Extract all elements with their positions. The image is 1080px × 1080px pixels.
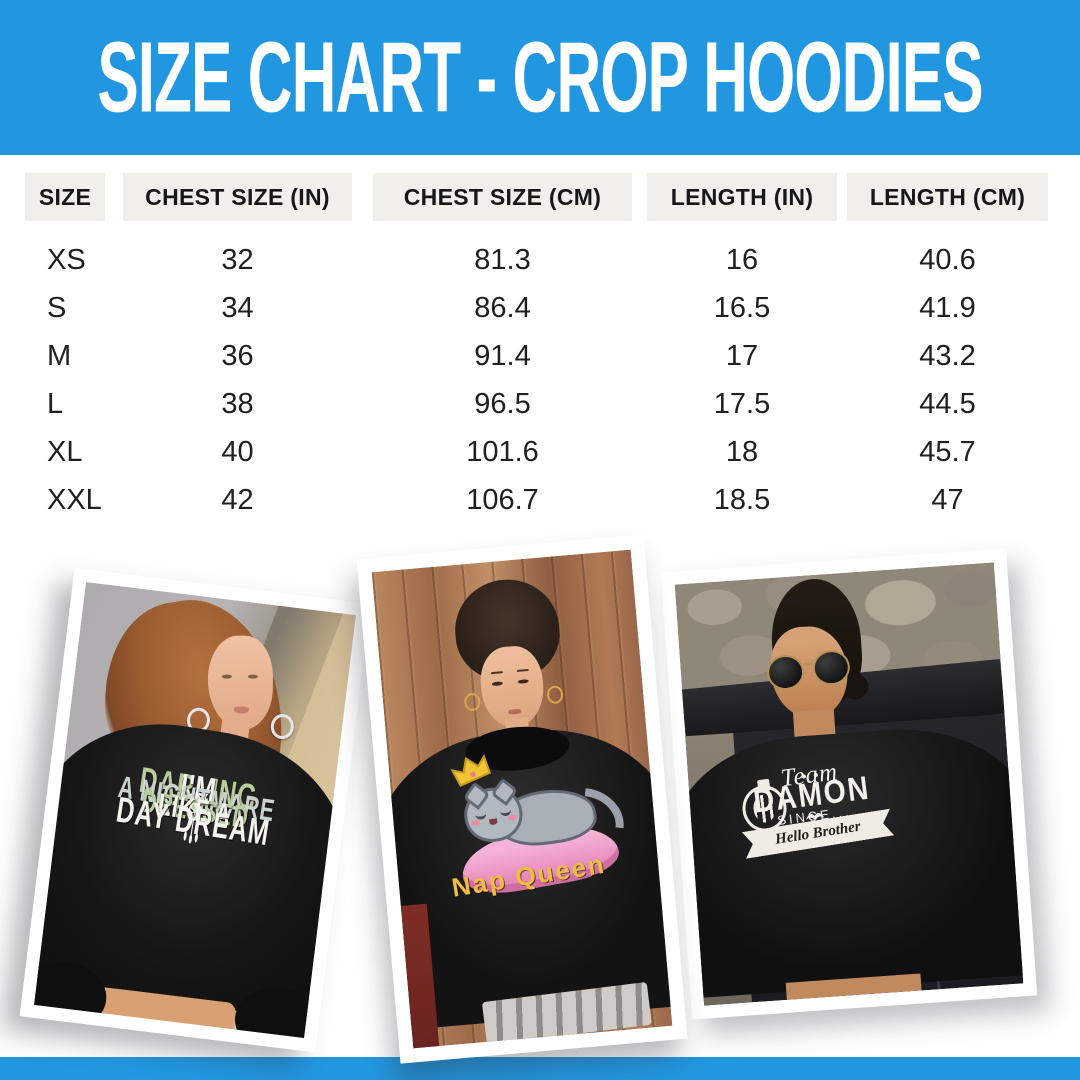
table-cell: S — [47, 292, 67, 324]
table-cell: 44.5 — [919, 388, 976, 420]
table-cell: 16.5 — [713, 292, 771, 324]
model-lips — [234, 706, 250, 714]
table-cell: 18.5 — [713, 484, 771, 516]
title-banner: SIZE CHART - CROP HOODIES — [0, 0, 1080, 155]
table-cell: 101.6 — [466, 436, 539, 468]
table-cell: 34 — [221, 292, 254, 324]
sleeping-cat-graphic — [449, 753, 628, 900]
sunglasses-lens — [765, 653, 807, 693]
table-cell: 18 — [725, 436, 759, 468]
photo-content: Team DAMON SINCE... Hello B — [674, 562, 1024, 1006]
table-cell: XS — [47, 244, 86, 276]
hoodie-print: DARLING I'M A NIGHTMARE DRESSED LIKE — [76, 759, 314, 852]
table-cell: XXL — [47, 484, 102, 516]
table-cell: 17 — [725, 340, 759, 372]
hoodie-print: Team DAMON SINCE... Hello B — [736, 759, 899, 918]
model-brow — [490, 671, 504, 675]
photo-content: Nap Queen — [371, 549, 673, 1049]
table-cell: 41.9 — [919, 292, 976, 324]
table-cell: 16 — [725, 244, 759, 276]
print-line-4: DAY DREAM — [92, 789, 295, 852]
model-eye — [491, 681, 504, 687]
table-cell: 38 — [221, 388, 254, 420]
cat-mouth — [489, 818, 498, 826]
table-cell: M — [47, 340, 72, 372]
sunglasses-lens — [811, 648, 853, 688]
column-header-chest-in: CHEST SIZE (IN) — [123, 173, 352, 221]
table-cell: 91.4 — [474, 340, 531, 372]
table-cell: L — [47, 388, 64, 420]
column-header-size: SIZE — [25, 173, 105, 221]
cat-ear — [490, 777, 519, 806]
model-face — [208, 635, 274, 730]
sunglasses-bridge — [803, 662, 813, 667]
table-cell: 40.6 — [919, 244, 976, 276]
print-line-since: SINCE... — [742, 804, 888, 828]
table-cell: 32 — [221, 244, 254, 276]
crown-icon — [450, 753, 492, 787]
table-cell: 43.2 — [919, 340, 976, 372]
photo-darling-daydream: DARLING I'M A NIGHTMARE DRESSED LIKE — [19, 567, 371, 1053]
column-header-length-cm: LENGTH (CM) — [847, 173, 1048, 221]
table-cell: 81.3 — [474, 244, 531, 276]
footer-bar — [0, 1057, 1080, 1080]
crow-icon — [805, 812, 824, 820]
photo-content: DARLING I'M A NIGHTMARE DRESSED LIKE — [34, 582, 356, 1038]
column-header-chest-cm: CHEST SIZE (CM) — [373, 173, 632, 221]
photo-team-damon: Team DAMON SINCE... Hello B — [660, 548, 1038, 1020]
table-cell: 42 — [221, 484, 254, 516]
cat-blush — [507, 814, 518, 821]
table-cell: 36 — [221, 340, 254, 372]
table-cell: 106.7 — [466, 484, 539, 516]
model-eye — [222, 675, 233, 680]
cat-closed-eye — [474, 809, 487, 821]
dreamcatcher-icon — [183, 801, 202, 844]
table-cell: 45.7 — [919, 436, 976, 468]
table-cell: 17.5 — [713, 388, 771, 420]
model-eye — [248, 675, 259, 680]
model-brow — [516, 669, 530, 673]
table-cell: 40 — [221, 436, 254, 468]
table-cell: 47 — [931, 484, 964, 516]
page-title: SIZE CHART - CROP HOODIES — [97, 20, 983, 133]
table-cell: 86.4 — [474, 292, 531, 324]
cat-blush — [471, 819, 481, 826]
family-crest-emblem — [740, 779, 852, 912]
photo-nap-queen: Nap Queen — [356, 534, 688, 1064]
table-cell: XL — [47, 436, 83, 468]
model-lips — [507, 709, 522, 716]
column-header-length-in: LENGTH (IN) — [647, 173, 837, 221]
model-eye — [517, 679, 530, 685]
table-cell: 96.5 — [474, 388, 531, 420]
